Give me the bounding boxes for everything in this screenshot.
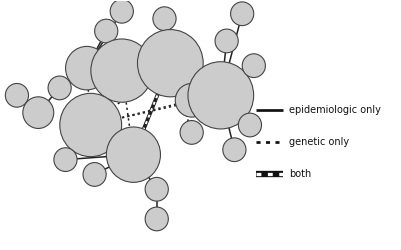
Text: genetic only: genetic only <box>288 137 348 147</box>
Ellipse shape <box>145 207 168 231</box>
Ellipse shape <box>60 93 122 157</box>
Ellipse shape <box>230 2 253 26</box>
Text: epidemiologic only: epidemiologic only <box>288 105 380 115</box>
Ellipse shape <box>94 19 117 43</box>
Ellipse shape <box>222 138 245 162</box>
Ellipse shape <box>83 162 106 186</box>
Ellipse shape <box>238 113 261 137</box>
Ellipse shape <box>188 62 253 129</box>
Ellipse shape <box>48 76 71 100</box>
Ellipse shape <box>65 46 108 90</box>
Ellipse shape <box>106 127 160 182</box>
Ellipse shape <box>110 0 133 23</box>
Ellipse shape <box>91 39 152 102</box>
Ellipse shape <box>137 30 203 97</box>
Ellipse shape <box>23 97 54 128</box>
Ellipse shape <box>175 84 208 117</box>
Ellipse shape <box>5 84 28 107</box>
Ellipse shape <box>215 29 238 53</box>
Text: both: both <box>288 170 310 179</box>
Ellipse shape <box>145 178 168 201</box>
Ellipse shape <box>54 148 77 172</box>
Ellipse shape <box>242 54 265 78</box>
Ellipse shape <box>180 120 203 144</box>
Ellipse shape <box>152 7 176 30</box>
